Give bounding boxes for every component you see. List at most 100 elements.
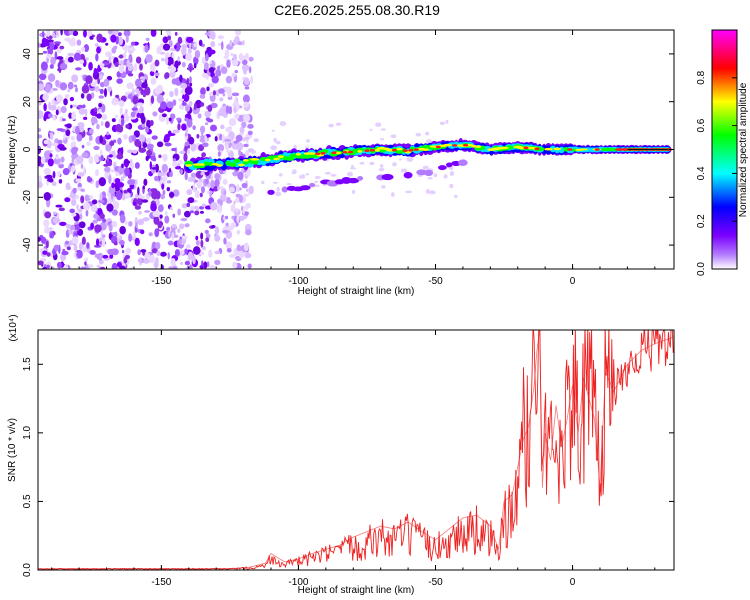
noise-speckle — [43, 219, 50, 228]
faint-speckle — [415, 132, 422, 137]
noise-speckle — [71, 74, 79, 83]
noise-speckle — [100, 121, 104, 127]
noise-speckle — [159, 214, 163, 219]
noise-speckle — [55, 155, 59, 160]
noise-speckle — [232, 53, 238, 62]
noise-speckle — [236, 244, 242, 252]
ridge-core — [402, 149, 408, 152]
secondary-branch-blob — [281, 186, 288, 193]
spectrogram-xtick-label: -150 — [151, 276, 171, 287]
noise-speckle — [238, 149, 241, 155]
noise-speckle — [101, 113, 108, 121]
faint-speckle — [275, 140, 281, 145]
noise-speckle — [109, 254, 114, 259]
noise-speckle — [40, 156, 46, 165]
noise-speckle — [214, 250, 221, 255]
noise-speckle — [239, 126, 245, 134]
noise-speckle — [146, 137, 152, 145]
noise-speckle — [195, 190, 200, 199]
noise-speckle — [134, 205, 142, 210]
noise-speckle — [107, 30, 113, 35]
noise-speckle — [217, 111, 225, 116]
ridge-core — [463, 143, 469, 147]
noise-speckle — [154, 228, 160, 238]
noise-speckle — [210, 102, 218, 109]
noise-speckle — [78, 107, 86, 115]
noise-speckle — [98, 259, 104, 265]
noise-speckle — [181, 235, 188, 240]
noise-speckle — [66, 223, 71, 230]
noise-speckle — [162, 153, 168, 162]
snr-axes: -150 -100 -50 0 0.0 0.5 1.0 1.5 — [22, 330, 674, 588]
noise-speckle — [241, 182, 248, 189]
noise-speckle — [67, 52, 75, 57]
noise-speckle — [179, 150, 186, 155]
snr-plot-area — [38, 330, 674, 570]
ridge-core — [620, 148, 629, 151]
noise-speckle — [247, 123, 254, 129]
noise-speckle — [76, 204, 79, 210]
noise-speckle — [94, 224, 102, 233]
faint-speckle — [375, 122, 382, 127]
noise-speckle — [76, 39, 82, 46]
noise-speckle — [201, 142, 209, 148]
faint-speckle — [379, 138, 385, 141]
noise-speckle — [100, 154, 104, 161]
faint-speckle — [275, 191, 282, 197]
noise-speckle — [69, 224, 76, 231]
ridge-core — [594, 148, 600, 151]
noise-speckle — [208, 66, 215, 74]
noise-speckle — [51, 181, 57, 187]
noise-speckle — [108, 223, 113, 232]
noise-speckle — [121, 249, 125, 254]
noise-speckle — [186, 202, 191, 208]
noise-speckle — [48, 177, 54, 183]
noise-speckle — [93, 145, 100, 151]
noise-speckle — [248, 66, 252, 74]
spectrogram-ytick-label: -20 — [22, 190, 33, 205]
noise-speckle — [58, 164, 64, 169]
snr-frame — [37, 329, 675, 571]
noise-speckle — [97, 77, 101, 85]
noise-speckle — [243, 114, 251, 123]
noise-speckle — [177, 123, 181, 131]
noise-speckle — [60, 106, 67, 114]
noise-speckle — [73, 244, 78, 252]
ridge-core — [348, 150, 354, 154]
ridge-core — [342, 150, 348, 154]
secondary-branch-blob — [357, 175, 364, 181]
noise-speckle — [125, 220, 128, 226]
noise-speckle — [143, 252, 151, 259]
noise-speckle — [244, 252, 252, 259]
noise-speckle — [136, 102, 144, 107]
noise-speckle — [186, 244, 191, 249]
noise-speckle — [118, 65, 124, 74]
noise-speckle — [243, 143, 249, 148]
noise-speckle — [49, 64, 54, 69]
noise-speckle — [203, 62, 209, 71]
noise-speckle — [171, 147, 177, 152]
snr-xtick-label: 0 — [570, 577, 576, 588]
noise-speckle — [44, 158, 49, 163]
noise-speckle — [57, 170, 61, 177]
noise-speckle — [243, 77, 250, 86]
noise-speckle — [168, 266, 173, 269]
noise-speckle — [62, 248, 66, 253]
noise-speckle — [164, 56, 169, 65]
noise-speckle — [167, 240, 174, 246]
ridge-blob — [208, 161, 214, 167]
noise-speckle — [180, 169, 183, 175]
noise-speckle — [165, 98, 169, 103]
noise-speckle — [64, 197, 71, 203]
noise-speckle — [156, 46, 162, 55]
noise-speckle — [105, 42, 109, 46]
faint-speckle — [241, 138, 248, 142]
noise-speckle — [123, 189, 128, 194]
noise-speckle — [38, 73, 47, 81]
noise-speckle — [140, 249, 147, 253]
noise-speckle — [117, 137, 122, 145]
noise-speckle — [244, 150, 250, 157]
noise-speckle — [99, 74, 103, 80]
noise-speckle — [235, 208, 239, 213]
noise-speckle — [223, 237, 227, 245]
